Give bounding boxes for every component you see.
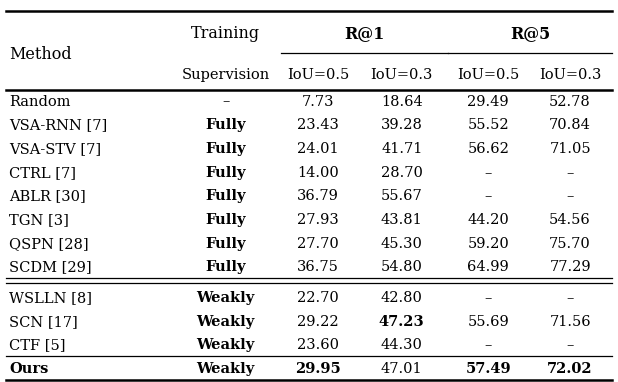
Text: 43.81: 43.81 bbox=[381, 213, 423, 227]
Text: 28.70: 28.70 bbox=[381, 166, 423, 180]
Text: 44.30: 44.30 bbox=[381, 338, 423, 352]
Text: IoU=0.5: IoU=0.5 bbox=[287, 68, 349, 83]
Text: 24.01: 24.01 bbox=[297, 142, 339, 156]
Text: 36.79: 36.79 bbox=[297, 189, 339, 203]
Text: Ours: Ours bbox=[9, 362, 49, 376]
Text: IoU=0.3: IoU=0.3 bbox=[539, 68, 601, 83]
Text: –: – bbox=[485, 291, 492, 305]
Text: 36.75: 36.75 bbox=[297, 261, 339, 274]
Text: Fully: Fully bbox=[205, 142, 246, 156]
Text: 55.52: 55.52 bbox=[467, 118, 509, 132]
Text: 71.05: 71.05 bbox=[549, 142, 591, 156]
Text: WSLLN [8]: WSLLN [8] bbox=[9, 291, 92, 305]
Text: –: – bbox=[567, 291, 574, 305]
Text: 70.84: 70.84 bbox=[549, 118, 591, 132]
Text: 47.01: 47.01 bbox=[381, 362, 423, 376]
Text: Training: Training bbox=[191, 25, 260, 42]
Text: 44.20: 44.20 bbox=[467, 213, 509, 227]
Text: –: – bbox=[567, 189, 574, 203]
Text: ABLR [30]: ABLR [30] bbox=[9, 189, 86, 203]
Text: –: – bbox=[222, 95, 229, 108]
Text: 71.56: 71.56 bbox=[549, 315, 591, 329]
Text: TGN [3]: TGN [3] bbox=[9, 213, 69, 227]
Text: –: – bbox=[485, 166, 492, 180]
Text: Fully: Fully bbox=[205, 237, 246, 251]
Text: Weakly: Weakly bbox=[197, 291, 255, 305]
Text: 59.20: 59.20 bbox=[467, 237, 509, 251]
Text: –: – bbox=[567, 166, 574, 180]
Text: 14.00: 14.00 bbox=[297, 166, 339, 180]
Text: Fully: Fully bbox=[205, 118, 246, 132]
Text: –: – bbox=[567, 338, 574, 352]
Text: 29.49: 29.49 bbox=[467, 95, 509, 108]
Text: Fully: Fully bbox=[205, 213, 246, 227]
Text: 52.78: 52.78 bbox=[549, 95, 591, 108]
Text: Fully: Fully bbox=[205, 261, 246, 274]
Text: 77.29: 77.29 bbox=[549, 261, 591, 274]
Text: 29.22: 29.22 bbox=[297, 315, 339, 329]
Text: 18.64: 18.64 bbox=[381, 95, 423, 108]
Text: 55.69: 55.69 bbox=[467, 315, 509, 329]
Text: 23.60: 23.60 bbox=[297, 338, 339, 352]
Text: 45.30: 45.30 bbox=[381, 237, 423, 251]
Text: 39.28: 39.28 bbox=[381, 118, 423, 132]
Text: Weakly: Weakly bbox=[197, 315, 255, 329]
Text: CTF [5]: CTF [5] bbox=[9, 338, 66, 352]
Text: 29.95: 29.95 bbox=[295, 362, 341, 376]
Text: Random: Random bbox=[9, 95, 71, 108]
Text: 27.93: 27.93 bbox=[297, 213, 339, 227]
Text: R@5: R@5 bbox=[510, 25, 550, 42]
Text: 56.62: 56.62 bbox=[467, 142, 509, 156]
Text: 55.67: 55.67 bbox=[381, 189, 423, 203]
Text: Weakly: Weakly bbox=[197, 362, 255, 376]
Text: Fully: Fully bbox=[205, 166, 246, 180]
Text: 75.70: 75.70 bbox=[549, 237, 591, 251]
Text: VSA-RNN [7]: VSA-RNN [7] bbox=[9, 118, 108, 132]
Text: –: – bbox=[485, 338, 492, 352]
Text: 42.80: 42.80 bbox=[381, 291, 423, 305]
Text: –: – bbox=[485, 189, 492, 203]
Text: QSPN [28]: QSPN [28] bbox=[9, 237, 89, 251]
Text: Supervision: Supervision bbox=[182, 68, 269, 83]
Text: 22.70: 22.70 bbox=[297, 291, 339, 305]
Text: 47.23: 47.23 bbox=[379, 315, 425, 329]
Text: CTRL [7]: CTRL [7] bbox=[9, 166, 76, 180]
Text: SCN [17]: SCN [17] bbox=[9, 315, 78, 329]
Text: 64.99: 64.99 bbox=[467, 261, 509, 274]
Text: 72.02: 72.02 bbox=[548, 362, 593, 376]
Text: 23.43: 23.43 bbox=[297, 118, 339, 132]
Text: Fully: Fully bbox=[205, 189, 246, 203]
Text: Method: Method bbox=[9, 46, 72, 63]
Text: Weakly: Weakly bbox=[197, 338, 255, 352]
Text: 27.70: 27.70 bbox=[297, 237, 339, 251]
Text: R@1: R@1 bbox=[344, 25, 385, 42]
Text: VSA-STV [7]: VSA-STV [7] bbox=[9, 142, 101, 156]
Text: 54.56: 54.56 bbox=[549, 213, 591, 227]
Text: IoU=0.3: IoU=0.3 bbox=[371, 68, 433, 83]
Text: 41.71: 41.71 bbox=[381, 142, 422, 156]
Text: IoU=0.5: IoU=0.5 bbox=[457, 68, 519, 83]
Text: 57.49: 57.49 bbox=[465, 362, 511, 376]
Text: 54.80: 54.80 bbox=[381, 261, 423, 274]
Text: 7.73: 7.73 bbox=[302, 95, 334, 108]
Text: SCDM [29]: SCDM [29] bbox=[9, 261, 92, 274]
